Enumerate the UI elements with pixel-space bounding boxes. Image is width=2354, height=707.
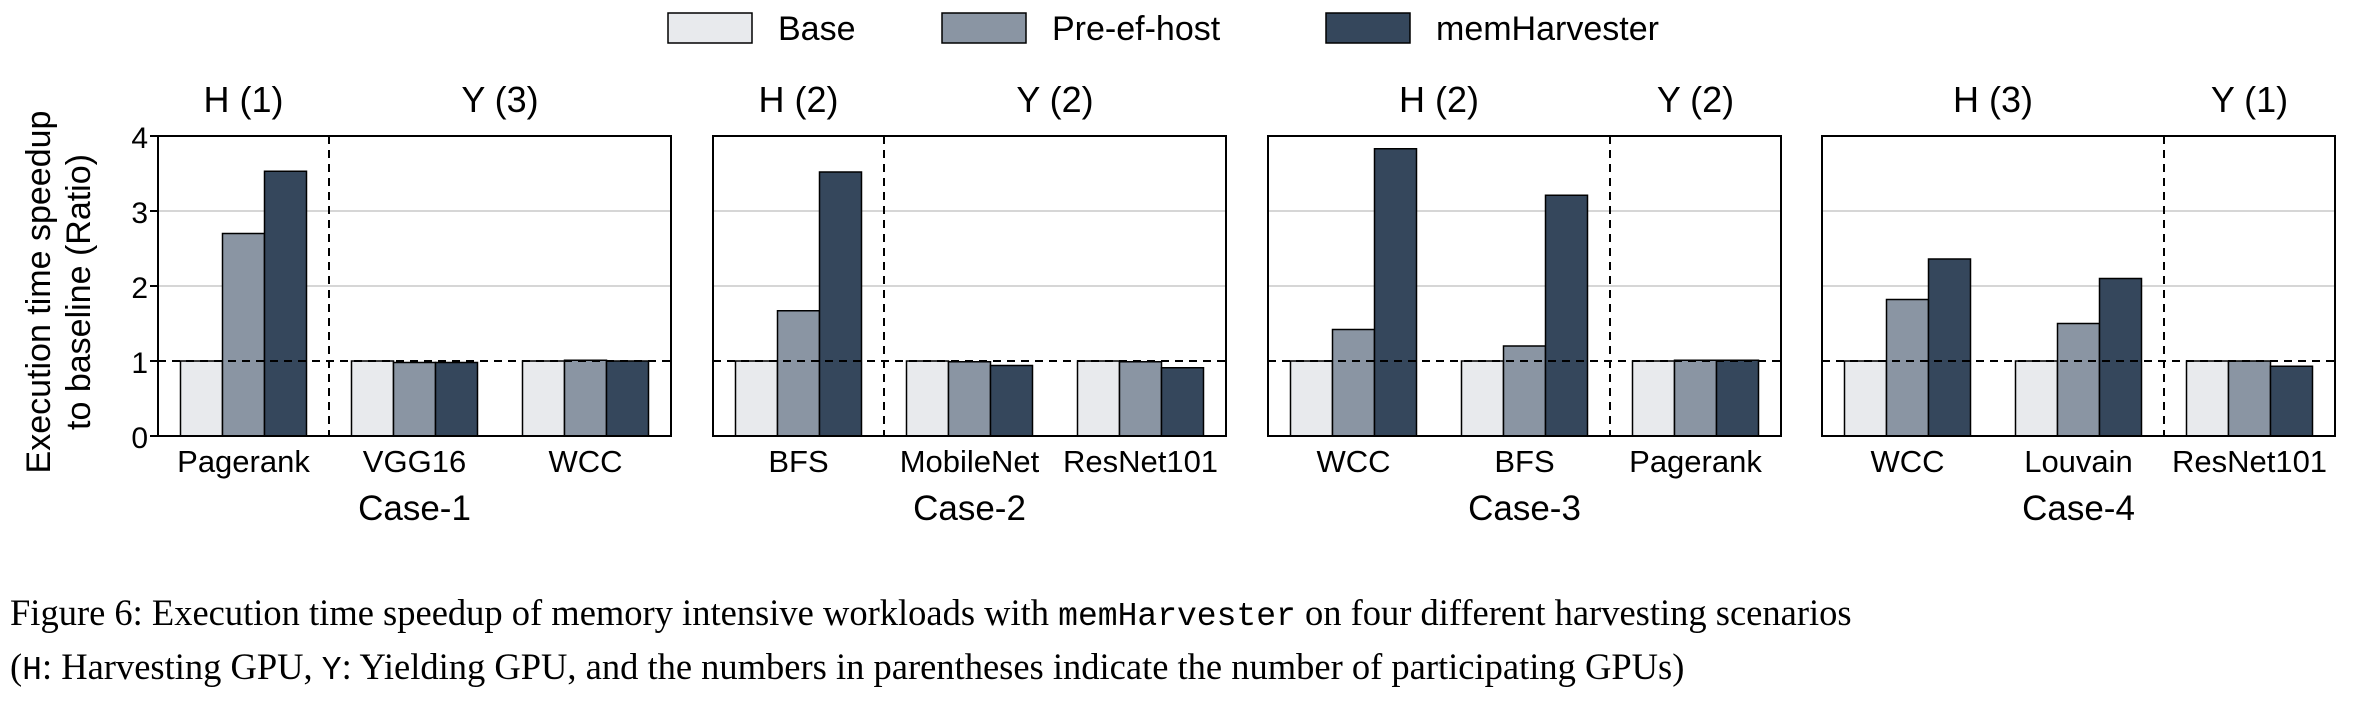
bar (818, 171, 863, 437)
caption-text: : Harvesting GPU, (41, 646, 322, 687)
x-tick-label: BFS (768, 444, 828, 479)
bar (563, 359, 608, 437)
figure-chart: Base Pre-ef-host memHarvester Execution tim… (20, 10, 2336, 528)
bar (1331, 328, 1376, 437)
group-label: H (1) (204, 79, 284, 120)
bar (2269, 365, 2314, 437)
bar (1673, 359, 1718, 437)
caption-line-1: Figure 6: Execution time speedup of memo… (10, 588, 2340, 642)
bar (2098, 277, 2143, 437)
caption-code: Y (321, 652, 342, 689)
group-label: Y (3) (461, 79, 538, 120)
bar (2227, 360, 2272, 437)
bar (350, 360, 395, 437)
bar (263, 170, 308, 437)
y-tick-label: 3 (131, 197, 148, 230)
x-tick-label: VGG16 (363, 444, 466, 479)
bar (989, 364, 1034, 437)
bar (1843, 360, 1888, 437)
group-label: H (2) (1399, 79, 1479, 120)
bar (434, 361, 479, 437)
x-tick-label: Pagerank (1629, 444, 1762, 479)
bar (605, 360, 650, 437)
case-label: Case-2 (913, 489, 1026, 528)
bar (521, 360, 566, 437)
bar (1460, 360, 1505, 437)
bar (221, 232, 266, 437)
x-tick-label: Louvain (2024, 444, 2133, 479)
panel-frame (1267, 135, 1782, 437)
y-tick-label: 4 (131, 122, 148, 155)
bar (1544, 194, 1589, 437)
x-tick-label: ResNet101 (1063, 444, 1218, 479)
bar (1715, 359, 1760, 437)
panel-frame (712, 135, 1227, 437)
caption-text: Figure 6: Execution time speedup of memo… (10, 592, 1059, 633)
caption-text: ( (10, 646, 23, 687)
y-tick-label: 0 (131, 422, 148, 455)
bar (1373, 148, 1418, 437)
x-tick-label: ResNet101 (2172, 444, 2327, 479)
x-tick-label: WCC (1870, 444, 1944, 479)
caption-line-2: (H: Harvesting GPU, Y: Yielding GPU, and… (10, 642, 2340, 696)
bar (1885, 298, 1930, 437)
bar (2185, 360, 2230, 437)
legend-label: Pre-ef-host (1052, 10, 1221, 48)
bar (1118, 361, 1163, 437)
x-tick-label: Pagerank (177, 444, 310, 479)
bar (2014, 360, 2059, 437)
case-label: Case-3 (1468, 489, 1581, 528)
bar (2056, 322, 2101, 437)
case-label: Case-1 (358, 489, 471, 528)
bar (1502, 345, 1547, 437)
group-label: H (2) (759, 79, 839, 120)
legend-label: Base (778, 10, 856, 48)
bar (734, 360, 779, 437)
x-tick-label: WCC (1316, 444, 1390, 479)
group-label: Y (1) (2211, 79, 2288, 120)
case-label: Case-4 (2022, 489, 2135, 528)
y-axis-label: Execution time speedup (20, 111, 58, 474)
bar (1927, 258, 1972, 437)
caption-code: H (22, 652, 42, 689)
figure-caption: Figure 6: Execution time speedup of memo… (10, 588, 2340, 696)
legend-label: memHarvester (1436, 10, 1659, 48)
caption-code: memHarvester (1058, 598, 1296, 635)
bar (392, 361, 437, 437)
y-tick-label: 2 (131, 272, 148, 305)
bar (1289, 360, 1334, 437)
panel-frame (1821, 135, 2336, 437)
group-label: Y (2) (1657, 79, 1734, 120)
y-tick-label: 1 (131, 347, 148, 380)
bar (776, 310, 821, 437)
legend-swatch (941, 12, 1027, 44)
bar (1160, 367, 1205, 437)
x-tick-label: WCC (548, 444, 622, 479)
caption-text: : Yielding GPU, and the numbers in paren… (341, 646, 1685, 687)
x-tick-label: BFS (1494, 444, 1554, 479)
x-tick-label: MobileNet (900, 444, 1040, 479)
bar (947, 361, 992, 437)
caption-text: on four different harvesting scenarios (1295, 592, 1852, 633)
y-axis-label: to baseline (Ratio) (60, 154, 98, 430)
bar (1076, 360, 1121, 437)
bar (1631, 360, 1676, 437)
legend-swatch (1325, 12, 1411, 44)
group-label: Y (2) (1016, 79, 1093, 120)
bar (905, 360, 950, 437)
legend-swatch (667, 12, 753, 44)
group-label: H (3) (1953, 79, 2033, 120)
bar (179, 360, 224, 437)
